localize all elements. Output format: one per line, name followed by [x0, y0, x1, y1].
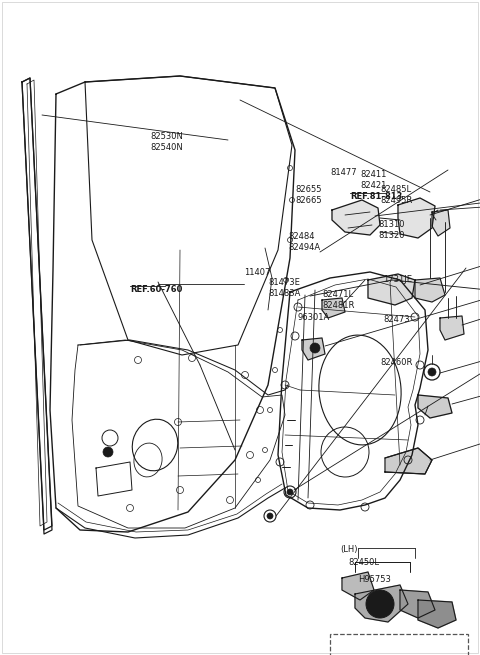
Polygon shape — [418, 600, 456, 628]
Text: 82485L
82495R: 82485L 82495R — [380, 185, 412, 205]
Circle shape — [287, 489, 293, 495]
Text: 82460R: 82460R — [380, 358, 412, 367]
Polygon shape — [302, 338, 325, 360]
Polygon shape — [322, 298, 345, 318]
Circle shape — [428, 368, 436, 376]
Polygon shape — [355, 585, 408, 622]
Text: 82484
82494A: 82484 82494A — [288, 232, 320, 252]
Circle shape — [376, 600, 384, 608]
Circle shape — [310, 343, 320, 353]
Circle shape — [372, 596, 388, 612]
Text: REF.81-813: REF.81-813 — [350, 192, 402, 201]
Polygon shape — [400, 590, 435, 618]
Text: 81310
81320: 81310 81320 — [378, 220, 405, 240]
Text: 96301A: 96301A — [298, 313, 330, 322]
Text: 82655
82665: 82655 82665 — [295, 185, 322, 205]
Polygon shape — [385, 448, 432, 474]
Circle shape — [366, 590, 394, 618]
Polygon shape — [432, 210, 450, 236]
Polygon shape — [418, 395, 452, 418]
Text: 82411
82421: 82411 82421 — [360, 170, 386, 190]
Circle shape — [103, 447, 113, 457]
Text: 11407: 11407 — [244, 268, 270, 277]
Polygon shape — [342, 572, 374, 600]
Polygon shape — [415, 278, 445, 302]
Text: 82530N
82540N: 82530N 82540N — [150, 132, 183, 152]
Polygon shape — [398, 198, 435, 238]
Text: 82471L
82481R: 82471L 82481R — [322, 290, 354, 310]
Circle shape — [267, 513, 273, 519]
Text: REF.60-760: REF.60-760 — [130, 285, 182, 294]
Polygon shape — [368, 274, 415, 305]
Text: 81477: 81477 — [330, 168, 357, 177]
Text: 82450L: 82450L — [348, 558, 379, 567]
Text: 82473: 82473 — [383, 315, 409, 324]
Text: 1731JE: 1731JE — [383, 275, 412, 284]
Text: (LH): (LH) — [340, 545, 358, 554]
Bar — [330, 634, 468, 655]
Text: H95753: H95753 — [358, 575, 391, 584]
Text: 81473E
81483A: 81473E 81483A — [268, 278, 300, 298]
Polygon shape — [440, 316, 464, 340]
Polygon shape — [332, 200, 380, 235]
